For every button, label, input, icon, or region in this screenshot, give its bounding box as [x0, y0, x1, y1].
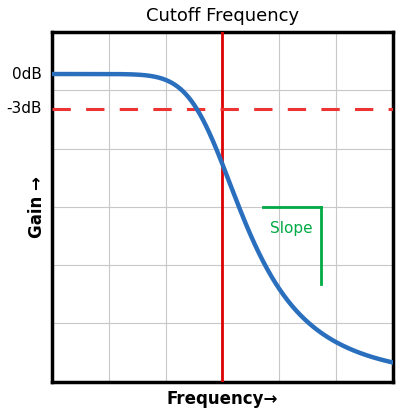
Text: Slope: Slope: [270, 221, 313, 236]
Text: 0dB: 0dB: [12, 66, 42, 81]
X-axis label: Frequency→: Frequency→: [167, 390, 278, 408]
Text: -3dB: -3dB: [6, 102, 42, 117]
Y-axis label: Gain →: Gain →: [28, 176, 46, 238]
Title: Cutoff Frequency: Cutoff Frequency: [146, 7, 299, 25]
